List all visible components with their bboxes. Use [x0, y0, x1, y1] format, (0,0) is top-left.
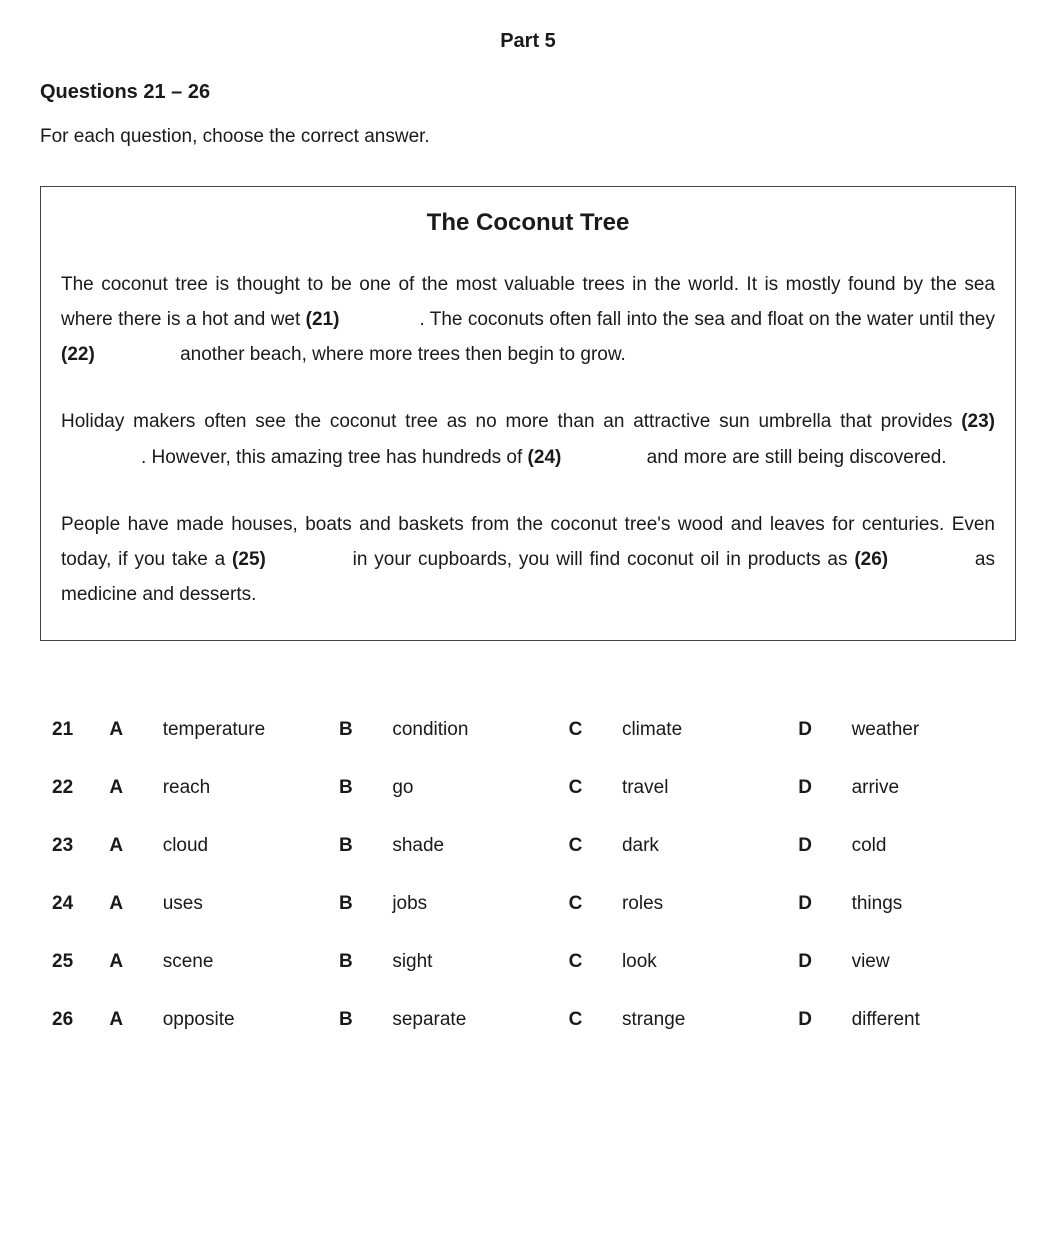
option-letter[interactable]: D: [792, 701, 845, 759]
option-letter[interactable]: D: [792, 933, 845, 991]
option-word[interactable]: climate: [616, 701, 792, 759]
option-letter[interactable]: D: [792, 759, 845, 817]
option-letter[interactable]: D: [792, 991, 845, 1049]
option-word[interactable]: dark: [616, 817, 792, 875]
question-number: 23: [46, 817, 103, 875]
option-word[interactable]: view: [846, 933, 1022, 991]
passage-title: The Coconut Tree: [61, 209, 995, 237]
questions-range: Questions 21 – 26: [40, 81, 1016, 104]
question-number: 25: [46, 933, 103, 991]
option-letter[interactable]: B: [333, 875, 386, 933]
option-word[interactable]: roles: [616, 875, 792, 933]
option-letter[interactable]: C: [563, 991, 616, 1049]
passage-paragraph-3: People have made houses, boats and baske…: [61, 507, 995, 612]
blank-23: (23): [961, 411, 995, 432]
option-row: 24AusesBjobsCrolesDthings: [46, 875, 1022, 933]
option-letter[interactable]: B: [333, 991, 386, 1049]
blank-21: (21): [306, 309, 340, 330]
option-letter[interactable]: A: [103, 933, 156, 991]
option-word[interactable]: arrive: [846, 759, 1022, 817]
passage-paragraph-1: The coconut tree is thought to be one of…: [61, 267, 995, 372]
p2-text-1: Holiday makers often see the coconut tre…: [61, 411, 961, 432]
p1-text-3: another beach, where more trees then beg…: [175, 344, 626, 365]
option-word[interactable]: temperature: [157, 701, 333, 759]
option-word[interactable]: cold: [846, 817, 1022, 875]
option-letter[interactable]: B: [333, 701, 386, 759]
question-number: 26: [46, 991, 103, 1049]
p3-text-2: in your cupboards, you will find coconut…: [346, 549, 854, 570]
blank-24: (24): [528, 447, 562, 468]
option-letter[interactable]: C: [563, 759, 616, 817]
option-row: 21AtemperatureBconditionCclimateDweather: [46, 701, 1022, 759]
option-letter[interactable]: B: [333, 933, 386, 991]
p1-text-2: . The coconuts often fall into the sea a…: [419, 309, 995, 330]
option-word[interactable]: different: [846, 991, 1022, 1049]
option-letter[interactable]: C: [563, 875, 616, 933]
option-letter[interactable]: A: [103, 991, 156, 1049]
blank-26: (26): [854, 549, 888, 570]
option-letter[interactable]: A: [103, 817, 156, 875]
option-letter[interactable]: A: [103, 875, 156, 933]
passage-paragraph-2: Holiday makers often see the coconut tre…: [61, 404, 995, 474]
option-letter[interactable]: B: [333, 759, 386, 817]
option-word[interactable]: go: [386, 759, 562, 817]
option-word[interactable]: things: [846, 875, 1022, 933]
question-number: 21: [46, 701, 103, 759]
option-word[interactable]: opposite: [157, 991, 333, 1049]
option-word[interactable]: uses: [157, 875, 333, 933]
option-word[interactable]: scene: [157, 933, 333, 991]
blank-25: (25): [232, 549, 266, 570]
option-word[interactable]: jobs: [386, 875, 562, 933]
option-word[interactable]: sight: [386, 933, 562, 991]
option-letter[interactable]: B: [333, 817, 386, 875]
option-word[interactable]: weather: [846, 701, 1022, 759]
option-letter[interactable]: C: [563, 933, 616, 991]
question-number: 24: [46, 875, 103, 933]
option-word[interactable]: cloud: [157, 817, 333, 875]
passage-body: The coconut tree is thought to be one of…: [61, 267, 995, 612]
option-letter[interactable]: C: [563, 701, 616, 759]
option-letter[interactable]: A: [103, 701, 156, 759]
part-title: Part 5: [40, 30, 1016, 53]
option-word[interactable]: shade: [386, 817, 562, 875]
option-letter[interactable]: D: [792, 875, 845, 933]
passage-box: The Coconut Tree The coconut tree is tho…: [40, 186, 1016, 641]
p2-text-2: . However, this amazing tree has hundred…: [141, 447, 528, 468]
blank-22: (22): [61, 344, 95, 365]
option-row: 26AoppositeBseparateCstrangeDdifferent: [46, 991, 1022, 1049]
option-word[interactable]: look: [616, 933, 792, 991]
option-word[interactable]: condition: [386, 701, 562, 759]
options-table: 21AtemperatureBconditionCclimateDweather…: [46, 701, 1022, 1049]
option-letter[interactable]: D: [792, 817, 845, 875]
option-word[interactable]: reach: [157, 759, 333, 817]
option-word[interactable]: strange: [616, 991, 792, 1049]
option-word[interactable]: travel: [616, 759, 792, 817]
option-word[interactable]: separate: [386, 991, 562, 1049]
question-number: 22: [46, 759, 103, 817]
option-letter[interactable]: A: [103, 759, 156, 817]
option-letter[interactable]: C: [563, 817, 616, 875]
option-row: 23AcloudBshadeCdarkDcold: [46, 817, 1022, 875]
p2-text-3: and more are still being discovered.: [641, 447, 946, 468]
option-row: 22AreachBgoCtravelDarrive: [46, 759, 1022, 817]
option-row: 25AsceneBsightClookDview: [46, 933, 1022, 991]
instruction-text: For each question, choose the correct an…: [40, 126, 1016, 148]
